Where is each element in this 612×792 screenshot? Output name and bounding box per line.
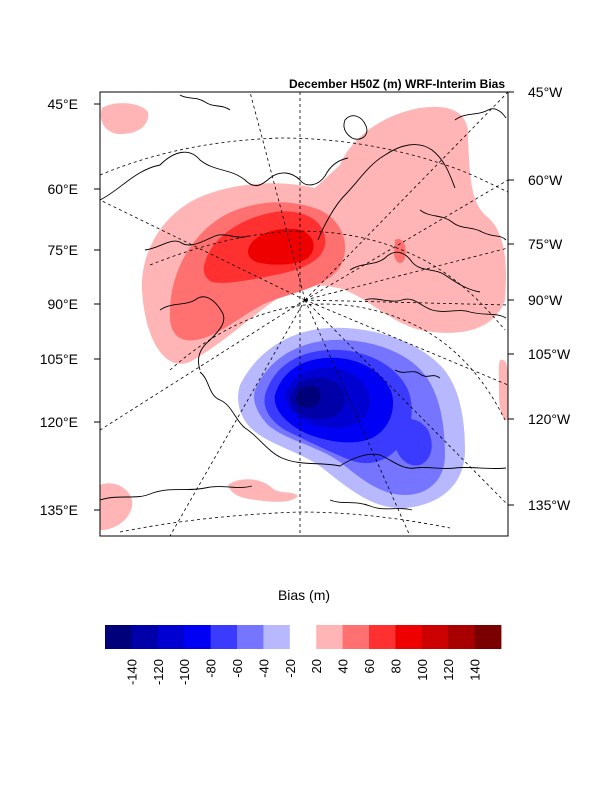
colorbar-tick-label: 80: [388, 659, 403, 673]
right-axis-label: 105°W: [528, 346, 571, 362]
colorbar-swatch: [474, 625, 502, 649]
right-axis-label: 60°W: [528, 172, 563, 188]
colorbar-swatches: [105, 625, 502, 649]
left-axis-label: 75°E: [47, 242, 78, 258]
colorbar: Bias (m) -140 -120 -100 -80 -60 -40 -20 20 40 60 8…: [105, 587, 502, 685]
colorbar-swatch: [131, 625, 159, 649]
colorbar-tick-label: -60: [230, 659, 245, 678]
colorbar-tick-label: 100: [415, 659, 430, 681]
colorbar-swatch: [263, 625, 291, 649]
colorbar-swatch: [289, 625, 317, 649]
left-axis-label: 120°E: [40, 414, 78, 430]
graticule: [100, 92, 508, 536]
colorbar-swatch: [369, 625, 396, 649]
left-axis-label: 90°E: [47, 296, 78, 312]
colorbar-tick-label: 120: [441, 659, 456, 681]
bias-contour-20-sw: [100, 483, 133, 530]
bias-contour-80: [248, 228, 314, 265]
right-axis: 45°W 60°W 75°W 90°W 105°W 120°W 135°W: [508, 84, 571, 513]
bias-contour-minus140: [295, 385, 321, 408]
colorbar-tick-label: -100: [177, 659, 192, 685]
colorbar-tick-label: -140: [124, 659, 139, 685]
colorbar-swatch: [210, 625, 238, 649]
bias-contour-20-west: [100, 103, 149, 135]
colorbar-swatch: [237, 625, 264, 649]
left-axis-label: 45°E: [47, 96, 78, 112]
right-axis-label: 45°W: [528, 84, 563, 100]
map-plot-area: [99, 91, 509, 537]
negative-bias-field: [238, 327, 465, 509]
right-axis-label: 120°W: [528, 411, 571, 427]
colorbar-swatch: [395, 625, 423, 649]
colorbar-labels: -140 -120 -100 -80 -60 -40 -20 20 40 60 80 100 120 14…: [124, 659, 482, 685]
colorbar-tick-label: -80: [204, 659, 219, 678]
bias-contour-20-sblob: [228, 479, 298, 502]
right-axis-label: 135°W: [528, 497, 571, 513]
colorbar-tick-label: -120: [151, 659, 166, 685]
colorbar-swatch: [157, 625, 185, 649]
bias-contour-minus60-east: [395, 418, 432, 466]
colorbar-swatch: [421, 625, 449, 649]
colorbar-tick-label: 140: [468, 659, 483, 681]
colorbar-swatch: [448, 625, 475, 649]
coastlines: [100, 94, 507, 511]
colorbar-swatch: [105, 625, 132, 649]
colorbar-swatch: [316, 625, 343, 649]
colorbar-tick-label: 20: [309, 659, 324, 673]
right-axis-label: 90°W: [528, 292, 563, 308]
colorbar-tick-label: 40: [336, 659, 351, 673]
colorbar-swatch: [342, 625, 370, 649]
left-axis-label: 60°E: [47, 181, 78, 197]
left-axis-label: 135°E: [40, 502, 78, 518]
colorbar-tick-label: -20: [283, 659, 298, 678]
bias-contour-20-east: [498, 359, 508, 421]
colorbar-swatch: [184, 625, 211, 649]
colorbar-tick-label: -40: [256, 659, 271, 678]
colorbar-title: Bias (m): [278, 587, 330, 603]
colorbar-tick-label: 60: [362, 659, 377, 673]
right-axis-label: 75°W: [528, 236, 563, 252]
left-axis: 45°E 60°E 75°E 90°E 105°E 120°E 135°E: [40, 96, 100, 518]
left-axis-label: 105°E: [40, 351, 78, 367]
bias-contour-40-east: [394, 239, 406, 264]
map-title: December H50Z (m) WRF-Interim Bias: [289, 77, 505, 91]
